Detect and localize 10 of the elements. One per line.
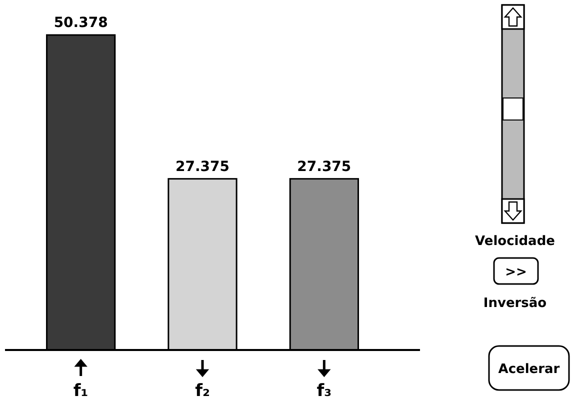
text: Inversão	[483, 296, 547, 311]
text: Acelerar	[498, 362, 560, 377]
text: >>	[505, 265, 527, 280]
x-tick-label: f₃	[316, 381, 332, 401]
x-tick-label: f₁	[73, 381, 88, 401]
x-tick-label: f₂	[195, 381, 210, 401]
data-label: 27.375	[297, 158, 352, 175]
text: Velocidade	[475, 234, 556, 249]
data-label: 50.378	[54, 15, 108, 31]
data-label: 27.375	[175, 158, 230, 175]
